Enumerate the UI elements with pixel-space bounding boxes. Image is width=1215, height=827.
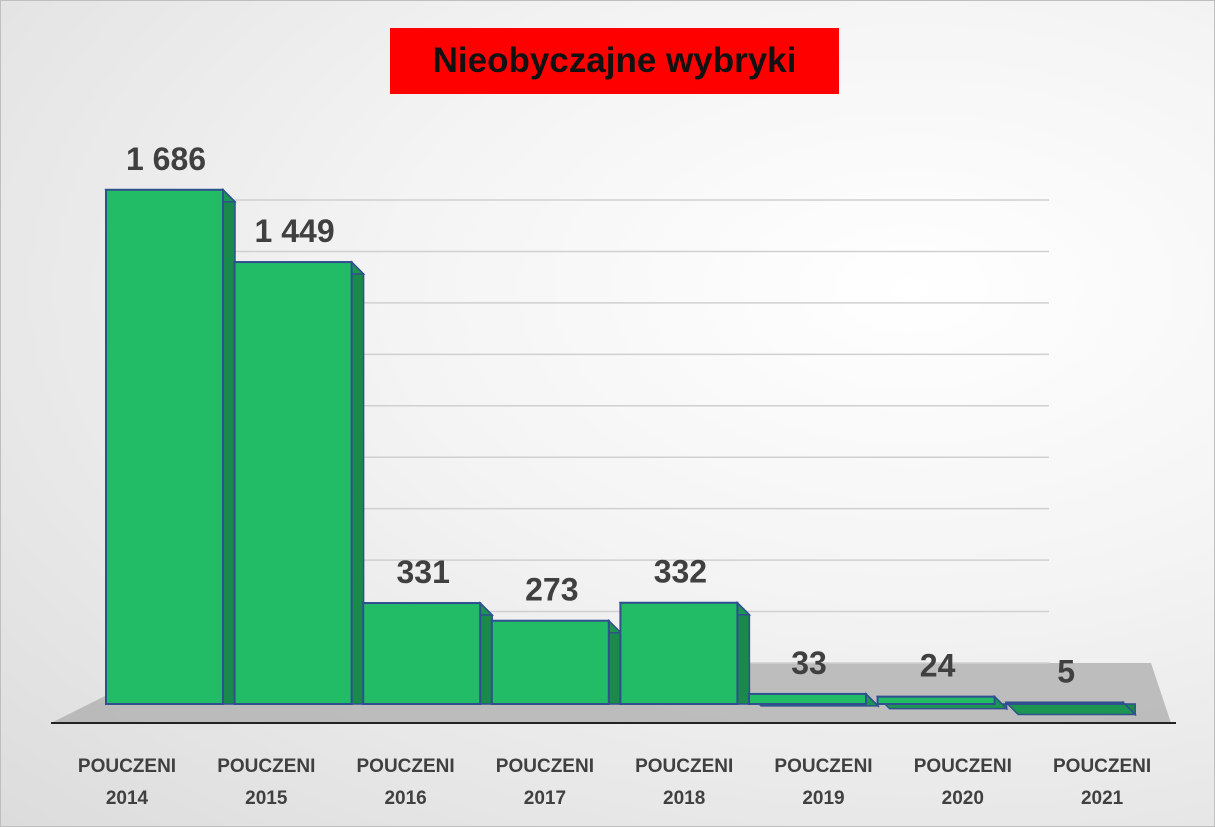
bar-side <box>350 260 365 705</box>
bar-side <box>736 600 751 705</box>
data-label: 331 <box>397 554 450 590</box>
bar <box>362 602 482 705</box>
bar <box>619 601 739 705</box>
x-tick-label: POUCZENI 2018 <box>635 756 734 809</box>
bar <box>1005 701 1125 705</box>
data-label: 33 <box>791 645 827 681</box>
bar <box>876 695 996 705</box>
bar-side <box>222 187 236 705</box>
chart-title: Nieobyczajne wybryki <box>390 28 839 94</box>
data-label: 1 686 <box>126 141 206 177</box>
bar <box>105 188 224 705</box>
bar-side <box>479 601 493 705</box>
x-tick-label: POUCZENI 2020 <box>913 756 1012 809</box>
x-tick-label: POUCZENI 2015 <box>217 756 316 809</box>
x-tick-label: POUCZENI 2021 <box>1053 756 1152 809</box>
data-label: 5 <box>1057 653 1075 689</box>
data-label: 1 449 <box>255 213 335 249</box>
bar <box>233 261 353 705</box>
x-tick-label: POUCZENI 2016 <box>356 756 455 809</box>
x-tick-label: POUCZENI 2014 <box>77 756 177 809</box>
data-label: 273 <box>525 572 578 608</box>
x-tick-label: POUCZENI 2017 <box>495 756 594 809</box>
bar <box>490 619 610 705</box>
bar <box>748 692 867 705</box>
data-label: 24 <box>920 648 956 684</box>
data-label: 332 <box>654 554 707 590</box>
x-tick-label: POUCZENI 2019 <box>774 756 873 809</box>
